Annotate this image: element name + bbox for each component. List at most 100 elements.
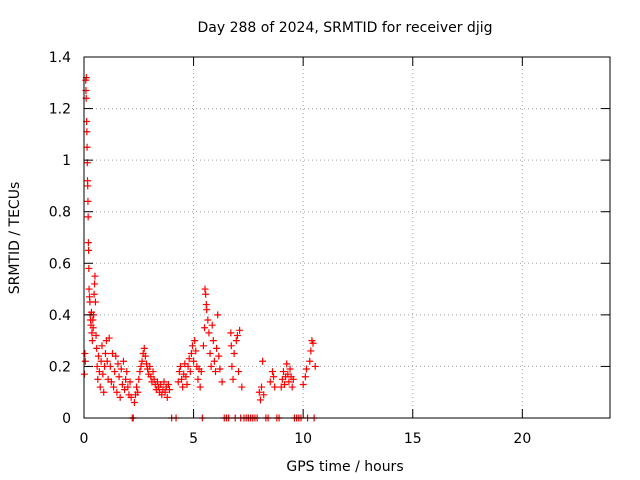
data-point <box>89 316 97 324</box>
data-point <box>302 365 310 373</box>
data-point <box>83 143 91 151</box>
data-point <box>179 383 187 391</box>
data-point <box>283 360 291 368</box>
data-point <box>205 329 213 337</box>
data-point <box>118 380 126 388</box>
data-point <box>107 378 115 386</box>
data-point <box>119 357 127 365</box>
data-point <box>188 342 196 350</box>
data-point <box>311 362 319 370</box>
data-point <box>233 331 241 339</box>
data-point <box>83 128 91 136</box>
data-point <box>163 393 171 401</box>
data-point <box>259 357 267 365</box>
data-point <box>227 342 235 350</box>
data-point <box>133 383 141 391</box>
data-point <box>176 362 184 370</box>
data-point <box>230 350 238 358</box>
data-point <box>95 368 103 376</box>
x-tick-label: 15 <box>404 431 422 447</box>
data-point <box>194 375 202 383</box>
data-point <box>229 375 237 383</box>
data-point <box>146 362 154 370</box>
y-tick-label: 0.2 <box>49 359 71 375</box>
axis-ticks: 0 0.2 0.4 0.6 0.8 1 1.2 1.4 0 5 10 15 20 <box>49 50 610 447</box>
data-point <box>106 362 114 370</box>
data-point <box>91 272 99 280</box>
data-point <box>127 393 135 401</box>
data-point <box>94 375 102 383</box>
data-point <box>116 393 124 401</box>
data-point <box>138 357 146 365</box>
y-tick-label: 1.2 <box>49 102 71 118</box>
data-point <box>101 350 109 358</box>
data-point <box>134 388 142 396</box>
data-point <box>202 290 210 298</box>
data-point <box>309 339 317 347</box>
x-tick-label: 10 <box>294 431 312 447</box>
data-point <box>84 239 92 247</box>
data-point <box>187 350 195 358</box>
data-point <box>238 383 246 391</box>
data-point <box>84 197 92 205</box>
data-point <box>289 375 297 383</box>
data-point <box>91 280 99 288</box>
data-point <box>199 342 207 350</box>
data-point <box>91 298 99 306</box>
data-point <box>201 324 209 332</box>
data-point <box>186 368 194 376</box>
data-point <box>123 368 131 376</box>
data-point <box>266 378 274 386</box>
data-point <box>135 375 143 383</box>
data-point <box>115 373 123 381</box>
y-tick-label: 1.4 <box>49 50 71 66</box>
data-point <box>184 362 192 370</box>
data-point <box>126 378 134 386</box>
data-point <box>185 355 193 363</box>
chart-title: Day 288 of 2024, SRMTID for receiver dji… <box>198 20 493 36</box>
plot-frame <box>83 56 611 419</box>
data-point <box>160 378 168 386</box>
data-point <box>113 388 121 396</box>
data-point <box>212 368 219 376</box>
x-tick-label: 20 <box>513 431 531 447</box>
data-point <box>136 368 144 376</box>
data-point <box>85 246 93 254</box>
data-point <box>137 362 145 370</box>
x-tick-label: 0 <box>80 431 89 447</box>
data-point <box>103 357 111 365</box>
data-point <box>164 380 172 388</box>
data-point <box>88 337 96 345</box>
data-point <box>84 213 92 221</box>
data-point <box>258 383 266 391</box>
data-point <box>161 388 169 396</box>
data-point <box>89 324 97 332</box>
data-point <box>110 383 118 391</box>
data-point <box>165 386 173 394</box>
data-point <box>93 344 101 352</box>
data-point <box>256 396 264 404</box>
data-point <box>124 383 132 391</box>
data-point <box>268 368 276 376</box>
data-point <box>84 182 92 190</box>
data-point <box>90 290 98 298</box>
data-point <box>141 352 149 360</box>
data-point <box>117 365 125 373</box>
data-point <box>192 347 200 355</box>
data-point <box>288 383 296 391</box>
data-point <box>236 326 244 334</box>
data-point <box>197 368 205 376</box>
data-point <box>215 352 223 360</box>
y-tick-label: 0 <box>62 411 71 427</box>
data-point <box>307 347 315 355</box>
data-point <box>204 316 212 324</box>
data-point <box>271 383 279 391</box>
data-point <box>81 350 89 358</box>
y-tick-label: 0.6 <box>49 256 71 272</box>
data-point <box>235 368 243 376</box>
data-point <box>183 380 191 388</box>
data-point <box>260 391 268 399</box>
data-point <box>112 352 120 360</box>
data-point <box>93 362 101 370</box>
